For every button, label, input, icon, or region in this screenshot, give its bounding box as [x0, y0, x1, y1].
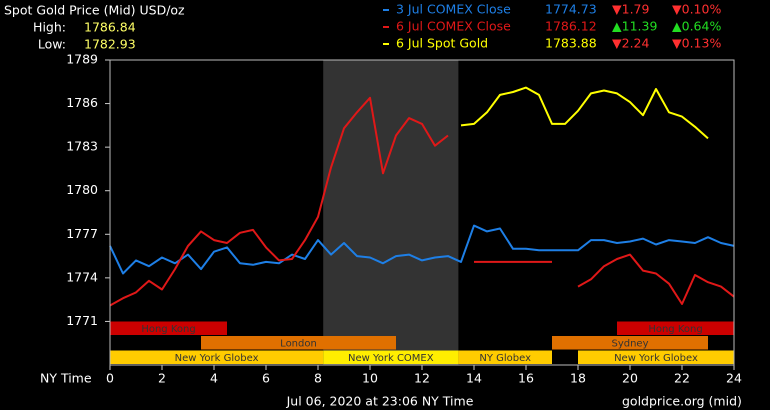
series-line [460, 86, 709, 140]
legend-close: 1786.12 [545, 19, 597, 34]
source: goldprice.org (mid) [622, 394, 742, 409]
low-value: 1782.93 [84, 37, 136, 52]
legend-name: 6 Jul Spot Gold [396, 36, 488, 51]
legend-change: ▲11.39 [612, 19, 657, 34]
y-tick-label: 1777 [66, 226, 98, 241]
x-axis-label: NY Time [40, 371, 92, 386]
session-label: London [280, 338, 317, 349]
x-tick-label: 4 [210, 371, 218, 386]
session-bar [617, 321, 734, 335]
x-tick-label: 20 [622, 371, 638, 386]
x-tick-label: 16 [518, 371, 534, 386]
session-label: NY Globex [479, 353, 531, 364]
session-bar [201, 336, 396, 350]
session-label: New York Globex [175, 353, 259, 364]
y-tick-label: 1786 [66, 95, 98, 110]
x-tick-label: 8 [314, 371, 322, 386]
y-tick-label: 1780 [66, 182, 98, 197]
session-bar [578, 350, 734, 364]
session-bar [552, 336, 708, 350]
legend-change: ▼1.79 [612, 2, 649, 17]
x-tick-label: 22 [674, 371, 690, 386]
legend-close: 1783.88 [545, 36, 597, 51]
series-line [109, 224, 735, 275]
session-bar [458, 350, 552, 364]
x-tick-label: 10 [362, 371, 378, 386]
highlight-band [323, 60, 459, 365]
legend-pct: ▼0.13% [672, 36, 721, 51]
session-label: Hong Kong [141, 324, 195, 335]
session-label: New York Globex [614, 353, 698, 364]
session-label: Hong Kong [648, 324, 702, 335]
y-tick-label: 1774 [66, 269, 98, 284]
legend-change: ▼2.24 [612, 36, 649, 51]
x-tick-label: 18 [570, 371, 586, 386]
legend-close: 1774.73 [545, 2, 597, 17]
session-label: New York COMEX [348, 353, 434, 364]
x-tick-label: 0 [106, 371, 114, 386]
x-tick-label: 2 [158, 371, 166, 386]
x-tick-label: 24 [726, 371, 742, 386]
session-label: Sydney [611, 338, 648, 349]
y-tick-label: 1783 [66, 139, 98, 154]
high-label: High: [33, 20, 66, 35]
high-value: 1786.84 [84, 20, 136, 35]
legend-pct: ▲0.64% [672, 19, 721, 34]
x-tick-label: 12 [414, 371, 430, 386]
footer: Jul 06, 2020 at 23:06 NY Time [286, 394, 474, 409]
x-tick-label: 14 [466, 371, 482, 386]
series-line [109, 96, 735, 307]
legend-pct: ▼0.10% [672, 2, 721, 17]
plot-border [109, 59, 735, 366]
session-bar [110, 350, 324, 364]
y-tick-label: 1789 [66, 52, 98, 67]
legend-name: 3 Jul COMEX Close [396, 2, 511, 17]
low-label: Low: [38, 37, 66, 52]
x-tick-label: 6 [262, 371, 270, 386]
session-bar [323, 350, 459, 364]
y-tick-label: 1771 [66, 313, 98, 328]
legend-name: 6 Jul COMEX Close [396, 19, 511, 34]
chart-title: Spot Gold Price (Mid) USD/oz [4, 3, 185, 18]
session-bar [110, 321, 227, 335]
